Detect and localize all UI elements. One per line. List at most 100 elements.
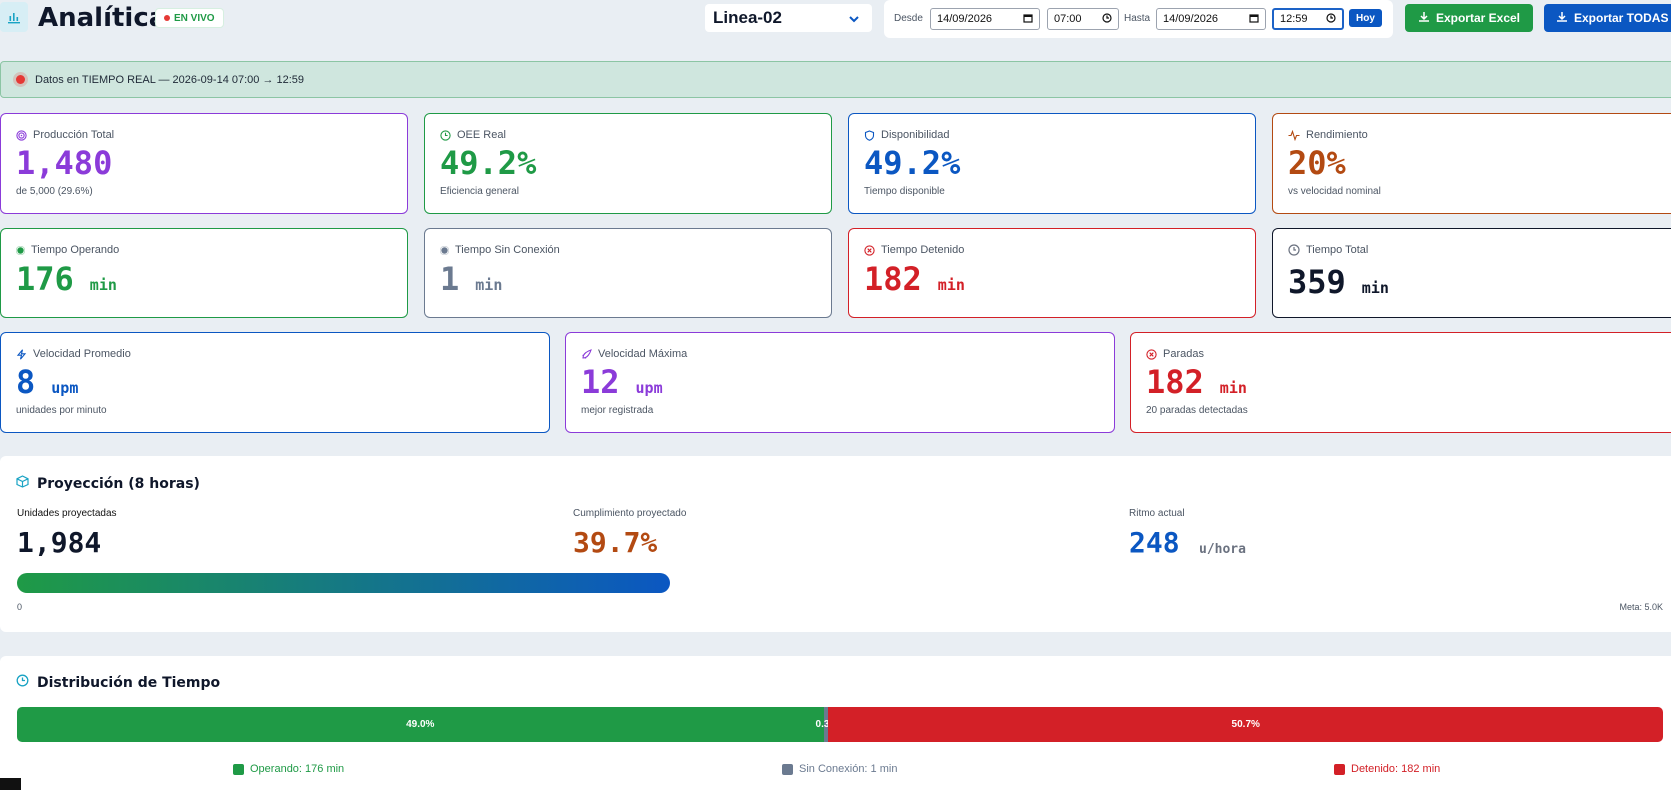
kpi-unit: upm (51, 379, 79, 397)
x-circle-icon (1146, 348, 1157, 360)
kpi-value-text: 182 (864, 260, 922, 298)
kpi-label: Velocidad Máxima (581, 348, 687, 360)
kpi-label: Tiempo Detenido (864, 244, 964, 256)
distribution-title: Distribución de Tiempo (16, 674, 220, 691)
date-filters: Desde 14/09/2026 07:00 Hasta 14/09/2026 … (884, 0, 1393, 38)
box-icon (16, 475, 29, 492)
distribution-title-text: Distribución de Tiempo (37, 674, 221, 691)
kpi-label: OEE Real (440, 129, 506, 141)
rate-value: 248 (1129, 526, 1180, 559)
kpi-value: 182 min (864, 260, 965, 298)
line-select-value: Linea-02 (713, 8, 782, 27)
chevron-down-icon (848, 10, 860, 30)
kpi-value: 359 min (1288, 263, 1389, 301)
kpi-subtext: mejor registrada (581, 405, 654, 416)
export-all-label: Exportar TODAS (1574, 11, 1669, 25)
hasta-date-value: 14/09/2026 (1163, 13, 1219, 25)
legend-swatch (233, 763, 244, 775)
download-icon (1418, 11, 1430, 26)
kpi-value: 8 upm (16, 363, 78, 401)
live-dot-icon (164, 15, 170, 21)
live-badge-label: EN VIVO (174, 12, 215, 24)
desde-time-input[interactable]: 07:00 (1047, 8, 1119, 30)
kpi-card-velocidad-maxima: Velocidad Máxima 12 upm mejor registrada (565, 332, 1115, 433)
kpi-label: Disponibilidad (864, 129, 950, 141)
kpi-value-text: 182 (1146, 363, 1204, 401)
hasta-date-input[interactable]: 14/09/2026 (1156, 8, 1266, 30)
kpi-value: 20% (1288, 144, 1346, 182)
kpi-unit: min (475, 276, 503, 294)
kpi-value: 176 min (16, 260, 117, 298)
kpi-subtext: vs velocidad nominal (1288, 186, 1381, 197)
kpi-label-text: Tiempo Operando (31, 244, 120, 256)
kpi-card-rendimiento: Rendimiento 20% vs velocidad nominal (1272, 113, 1671, 214)
desde-date-input[interactable]: 14/09/2026 (930, 8, 1040, 30)
kpi-unit: min (1219, 379, 1247, 397)
projected-units-label: Unidades proyectadas (17, 508, 117, 519)
kpi-label-text: Paradas (1163, 348, 1204, 360)
projection-title: Proyección (8 horas) (16, 475, 200, 492)
bar-chart-icon (0, 2, 28, 32)
projection-title-text: Proyección (8 horas) (37, 475, 200, 492)
clock-icon (440, 129, 451, 141)
projection-progress-bar (17, 573, 670, 593)
kpi-label: Tiempo Total (1288, 244, 1368, 256)
projection-panel: Proyección (8 horas) Unidades proyectada… (0, 456, 1671, 632)
rate-label: Ritmo actual (1129, 508, 1185, 519)
kpi-card-paradas: Paradas 182 min 20 paradas detectadas (1130, 332, 1671, 433)
kpi-label-text: Tiempo Detenido (881, 244, 965, 256)
bar-start-label: 0 (17, 602, 23, 612)
corner-block (0, 778, 21, 790)
x-circle-icon (864, 244, 875, 256)
clock-icon (1326, 12, 1336, 26)
shield-icon (864, 129, 875, 141)
kpi-label: Paradas (1146, 348, 1204, 360)
legend-label: Operando: 176 min (250, 763, 345, 775)
kpi-label-text: Disponibilidad (881, 129, 950, 141)
header: Analítica EN VIVO Linea-02 Desde 14/09/2… (0, 0, 1671, 38)
legend-label: Sin Conexión: 1 min (799, 763, 898, 775)
kpi-unit: min (1361, 279, 1389, 297)
projected-units-value: 1,984 (17, 526, 102, 559)
kpi-unit: min (89, 276, 117, 294)
export-all-button[interactable]: Exportar TODAS (1544, 4, 1671, 32)
kpi-value-text: 8 (16, 363, 36, 401)
kpi-unit: min (937, 276, 965, 294)
kpi-card-tiempo-sin-conexion: Tiempo Sin Conexión 1 min (424, 228, 832, 318)
export-excel-label: Exportar Excel (1435, 11, 1521, 25)
kpi-value-text: 49.2% (864, 144, 961, 182)
hasta-time-value: 12:59 (1280, 13, 1308, 25)
compliance-value: 39.7% (573, 526, 658, 559)
kpi-label: Producción Total (16, 129, 114, 141)
kpi-value-text: 359 (1288, 263, 1346, 301)
legend-swatch (782, 763, 793, 775)
kpi-subtext: Tiempo disponible (864, 186, 945, 197)
clock-icon (1102, 12, 1112, 26)
kpi-unit: upm (635, 379, 663, 397)
kpi-value: 182 min (1146, 363, 1247, 401)
distribution-segment: 50.7% (828, 707, 1663, 742)
kpi-value-text: 176 (16, 260, 74, 298)
line-select[interactable]: Linea-02 (705, 4, 872, 32)
kpi-subtext: de 5,000 (29.6%) (16, 186, 93, 197)
kpi-card-velocidad-promedio: Velocidad Promedio 8 upm unidades por minut… (0, 332, 550, 433)
goal-label: Meta: 5.0K (1619, 602, 1663, 612)
dot-gray-icon (440, 245, 449, 255)
kpi-subtext: Eficiencia general (440, 186, 519, 197)
realtime-banner-text: Datos en TIEMPO REAL — 2026-09-14 07:00 … (35, 73, 305, 86)
clock-gray-icon (1288, 244, 1300, 256)
activity-icon (1288, 129, 1300, 141)
desde-label: Desde (894, 13, 923, 24)
kpi-card-tiempo-total: Tiempo Total 359 min (1272, 228, 1671, 318)
live-badge: EN VIVO (155, 8, 224, 28)
time-distribution-panel: Distribución de Tiempo 49.0%0.350.7% Ope… (0, 656, 1671, 790)
legend-item: Detenido: 182 min (1334, 763, 1440, 775)
legend-item: Sin Conexión: 1 min (782, 763, 897, 775)
kpi-card-tiempo-detenido: Tiempo Detenido 182 min (848, 228, 1256, 318)
hasta-time-input[interactable]: 12:59 (1272, 8, 1344, 30)
clock-icon (16, 674, 29, 691)
hoy-button[interactable]: Hoy (1349, 9, 1382, 27)
export-excel-button[interactable]: Exportar Excel (1405, 4, 1533, 32)
kpi-subtext: unidades por minuto (16, 405, 107, 416)
legend-item: Operando: 176 min (233, 763, 344, 775)
